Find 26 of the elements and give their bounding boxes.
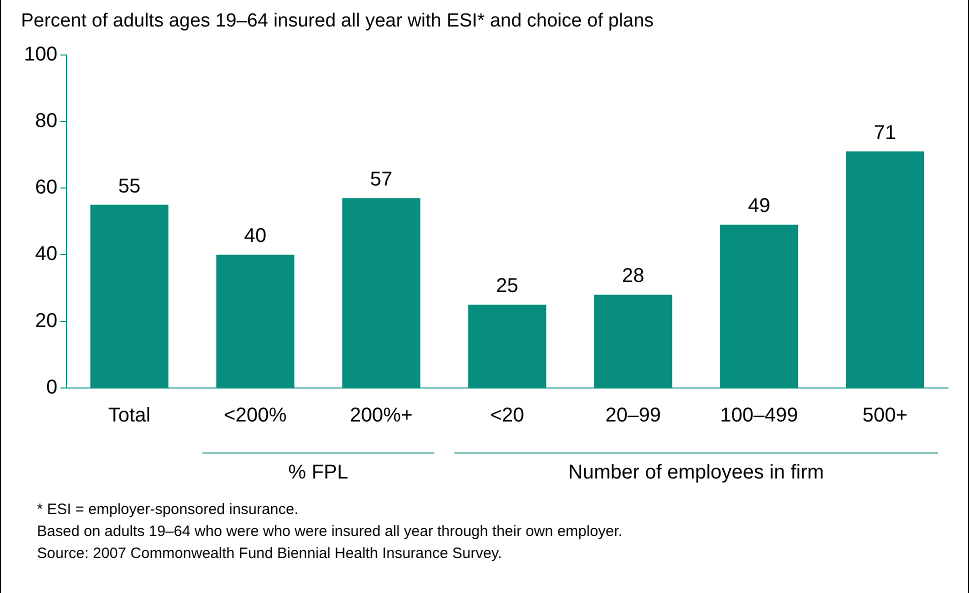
- source-note: Source: 2007 Commonwealth Fund Biennial Health Insurance Survey.: [37, 545, 502, 562]
- y-tick-label: 40: [35, 243, 58, 266]
- data-label: 25: [496, 275, 518, 298]
- x-tick-label: <200%: [224, 404, 287, 427]
- y-tick-label: 80: [35, 110, 58, 132]
- y-tick-label: 0: [46, 376, 58, 399]
- x-tick-label: 20–99: [605, 404, 661, 427]
- chart-title: Percent of adults ages 19–64 insured all year with ESI* and choice of plans: [21, 10, 654, 32]
- text: * ESI = employer-sponsored insurance.: [37, 501, 298, 518]
- x-tick-label: Total: [108, 404, 150, 427]
- text: Number of employees in firm: [568, 462, 824, 484]
- data-label: 49: [748, 195, 770, 218]
- x-tick-label: 200%+: [350, 404, 413, 427]
- y-tick-label: 60: [35, 176, 58, 199]
- x-tick-label: <20: [490, 404, 524, 427]
- data-label: 28: [622, 265, 644, 288]
- y-tick-label: 20: [35, 310, 58, 332]
- data-label: 71: [874, 122, 896, 144]
- data-label: 55: [118, 175, 140, 198]
- y-tick-label: 100: [24, 43, 58, 66]
- data-label: 57: [370, 168, 392, 191]
- data-label: 40: [244, 225, 266, 248]
- x-tick-label: 500+: [862, 404, 908, 427]
- x-tick-label: 100–499: [720, 404, 798, 427]
- text: % FPL: [288, 462, 348, 484]
- text: Based on adults 19–64 who were who were insured all year through their own employer.: [37, 523, 622, 540]
